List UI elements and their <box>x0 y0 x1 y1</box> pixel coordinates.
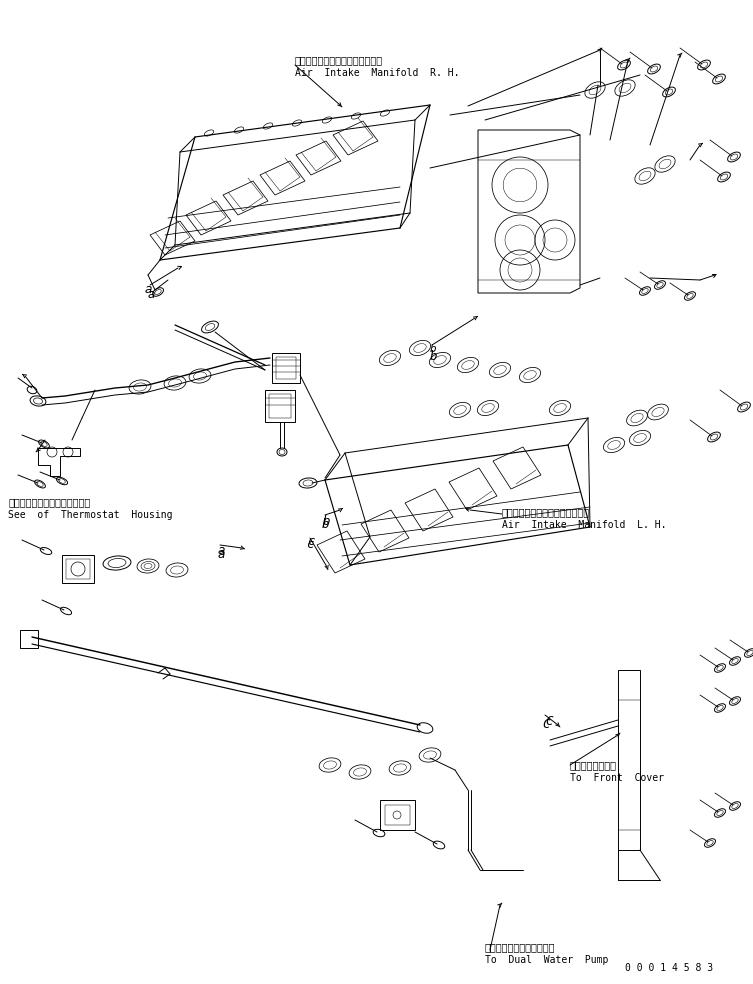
Text: C: C <box>542 718 550 731</box>
Text: エアーインテークマニホールド右: エアーインテークマニホールド右 <box>295 55 383 65</box>
Text: c: c <box>306 538 313 551</box>
Text: c: c <box>307 535 315 548</box>
Text: サーモスタットハウジング参照: サーモスタットハウジング参照 <box>8 497 90 507</box>
Text: フロントカバーヘ: フロントカバーヘ <box>570 760 617 770</box>
Text: To  Front  Cover: To Front Cover <box>570 773 664 783</box>
Text: a: a <box>218 544 225 557</box>
Text: C: C <box>545 715 553 728</box>
Text: Air  Intake  Manifold  L. H.: Air Intake Manifold L. H. <box>502 520 666 530</box>
Text: See  of  Thermostat  Housing: See of Thermostat Housing <box>8 510 172 520</box>
Text: b: b <box>322 518 330 531</box>
Bar <box>272 353 300 383</box>
Text: a: a <box>145 283 153 296</box>
Bar <box>276 357 296 379</box>
Text: b: b <box>323 515 331 528</box>
Text: 0 0 0 1 4 5 8 3: 0 0 0 1 4 5 8 3 <box>625 963 713 973</box>
Text: b: b <box>430 344 437 354</box>
Bar <box>265 390 295 422</box>
Text: デュアルウォータポンプヘ: デュアルウォータポンプヘ <box>485 942 556 952</box>
Text: a: a <box>148 288 156 301</box>
Bar <box>66 559 90 579</box>
Text: To  Dual  Water  Pump: To Dual Water Pump <box>485 955 608 965</box>
Text: a: a <box>218 548 225 561</box>
Bar <box>62 555 94 583</box>
Bar <box>269 394 291 418</box>
Text: エアーインテークマニホールド左: エアーインテークマニホールド左 <box>502 507 590 517</box>
Bar <box>380 800 415 830</box>
Text: Air  Intake  Manifold  R. H.: Air Intake Manifold R. H. <box>295 68 459 78</box>
Bar <box>20 630 38 648</box>
Bar <box>385 805 410 825</box>
Text: b: b <box>430 350 437 363</box>
